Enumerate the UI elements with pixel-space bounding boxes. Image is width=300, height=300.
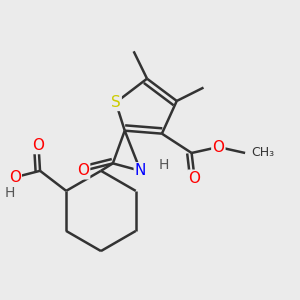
Text: N: N xyxy=(135,163,146,178)
Text: O: O xyxy=(32,138,44,153)
Text: S: S xyxy=(111,95,121,110)
Text: O: O xyxy=(9,170,21,185)
Text: CH₃: CH₃ xyxy=(251,146,274,160)
Text: O: O xyxy=(212,140,224,154)
Text: H: H xyxy=(158,158,169,172)
Text: H: H xyxy=(5,186,16,200)
Text: O: O xyxy=(189,171,201,186)
Text: O: O xyxy=(77,163,89,178)
